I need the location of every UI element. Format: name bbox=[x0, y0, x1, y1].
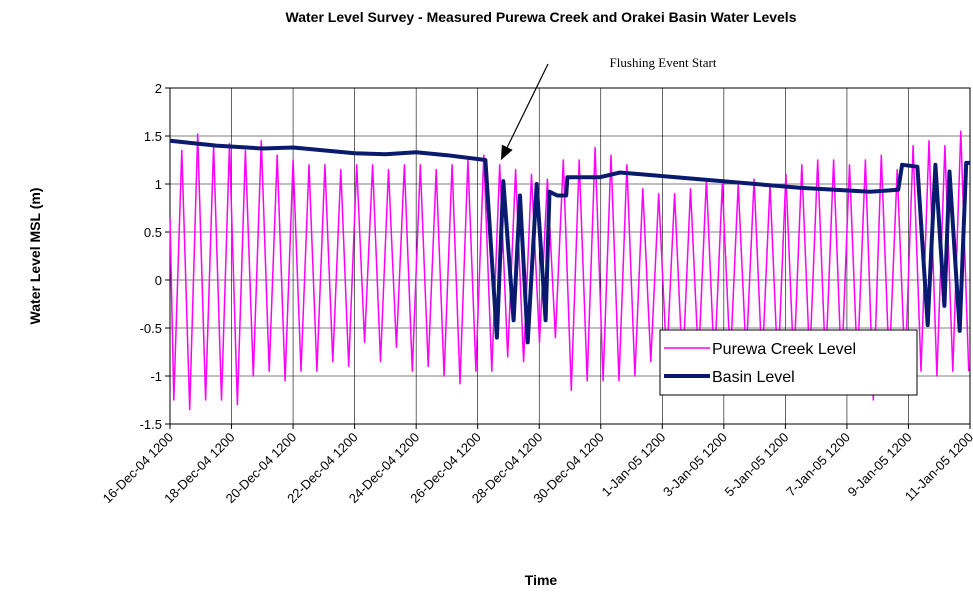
y-tick-label: 0 bbox=[155, 273, 162, 288]
data-line bbox=[169, 130, 970, 411]
y-tick-label: -1 bbox=[150, 369, 162, 384]
y-tick-label: -0.5 bbox=[140, 321, 162, 336]
x-tick-label: 1-Jan-05 1200 bbox=[599, 430, 669, 500]
y-tick-label: 0.5 bbox=[144, 225, 162, 240]
x-tick-label: 7-Jan-05 1200 bbox=[783, 430, 853, 500]
y-tick-label: 2 bbox=[155, 81, 162, 96]
chart-title: Water Level Survey - Measured Purewa Cre… bbox=[286, 9, 797, 25]
annotation: Flushing Event Start bbox=[610, 55, 717, 70]
y-axis-title: Water Level MSL (m) bbox=[27, 188, 43, 325]
annotation-arrow bbox=[500, 63, 549, 161]
x-tick-label: 3-Jan-05 1200 bbox=[660, 430, 730, 500]
x-tick-label: 5-Jan-05 1200 bbox=[722, 430, 792, 500]
x-tick-label: 9-Jan-05 1200 bbox=[845, 430, 915, 500]
legend-label: Basin Level bbox=[712, 369, 795, 386]
legend-label: Purewa Creek Level bbox=[712, 341, 856, 358]
y-tick-label: 1.5 bbox=[144, 129, 162, 144]
x-axis-title: Time bbox=[525, 572, 558, 588]
legend-box bbox=[659, 329, 918, 396]
y-tick-label: 1 bbox=[155, 177, 162, 192]
data-line bbox=[169, 138, 970, 345]
y-tick-label: -1.5 bbox=[140, 417, 162, 432]
plot-border bbox=[169, 87, 971, 425]
